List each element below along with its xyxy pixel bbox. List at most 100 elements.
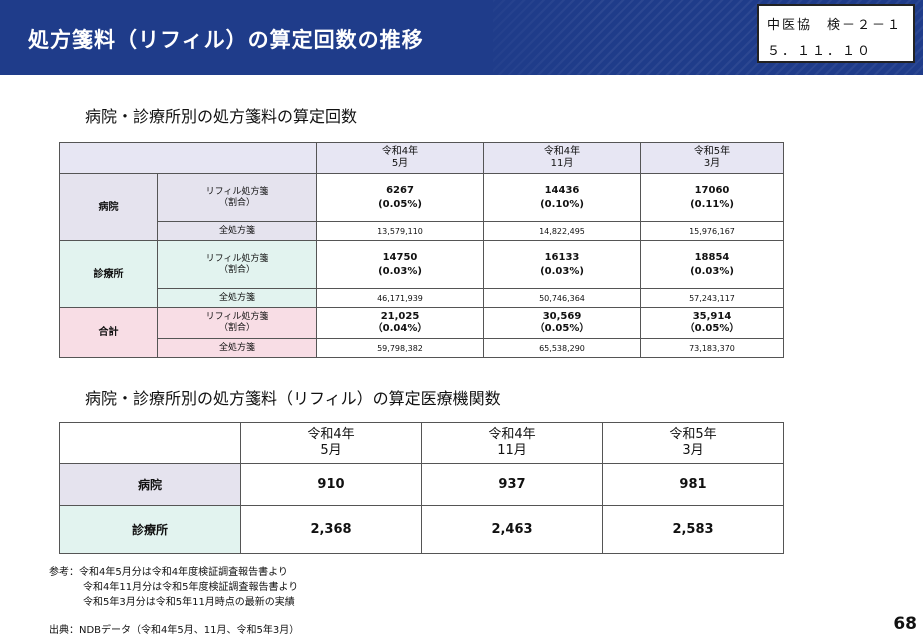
- refill-count: 18854: [694, 251, 730, 263]
- period-header: 令和5年 3月: [640, 142, 784, 174]
- total-value: 59,798,382: [316, 338, 484, 358]
- period-header: 令和4年 11月: [421, 422, 603, 464]
- period-year: 令和4年: [488, 427, 536, 442]
- refill-value: 14436 (0.10%): [483, 173, 641, 222]
- document-id-box: 中医協 検－２－１ ５．１１．１０: [757, 4, 915, 63]
- refill-count: 16133: [544, 251, 580, 263]
- total-value: 57,243,117: [640, 288, 784, 308]
- table-row: 合計 リフィル処方箋 （割合） 21,025 （0.04%） 30,569 （0.05…: [59, 307, 784, 358]
- refill-ratio: （0.04%）: [372, 323, 428, 334]
- period-month: 11月: [497, 443, 527, 458]
- period-month: 3月: [703, 158, 721, 169]
- table-header-row: 令和4年 5月 令和4年 11月 令和5年 3月: [59, 142, 784, 174]
- institution-count-table: 令和4年 5月 令和4年 11月 令和5年 3月 病院 910 937 981 診療所…: [59, 422, 784, 554]
- period-year: 令和4年: [307, 427, 355, 442]
- total-value: 46,171,939: [316, 288, 484, 308]
- period-header: 令和4年 5月: [240, 422, 422, 464]
- table-row: 全処方箋 59,798,382 65,538,290 73,183,370: [60, 338, 784, 358]
- refill-ratio: (0.05%): [378, 198, 422, 210]
- note-row: 令和4年11月分は令和5年度検証調査報告書より: [49, 580, 298, 595]
- period-month: 5月: [391, 158, 409, 169]
- institution-count: 2,463: [421, 505, 603, 554]
- note-line: 令和5年3月分は令和5年11月時点の最新の実績: [83, 597, 295, 608]
- refill-ratio: （0.05%）: [684, 323, 740, 334]
- period-month: 11月: [550, 158, 574, 169]
- note-line: 令和4年5月分は令和4年度検証調査報告書より: [79, 567, 288, 578]
- refill-value: 17060 (0.11%): [640, 173, 784, 222]
- refill-ratio: (0.10%): [540, 198, 584, 210]
- period-header: 令和4年 5月: [316, 142, 484, 174]
- group-label-total: 合計: [59, 307, 158, 358]
- refill-value: 18854 (0.03%): [640, 240, 784, 289]
- refill-value: 35,914 （0.05%）: [640, 307, 784, 339]
- table-row: 病院 リフィル処方箋 （割合） 6267 (0.05%) 14436 (0.10%) …: [59, 173, 784, 241]
- period-header: 令和4年 11月: [483, 142, 641, 174]
- period-header: 令和5年 3月: [602, 422, 784, 464]
- table-corner-cell: [59, 142, 317, 174]
- institution-count: 2,368: [240, 505, 422, 554]
- table-row: 病院 910 937 981: [59, 463, 784, 506]
- period-year: 令和5年: [669, 427, 717, 442]
- period-month: 5月: [320, 443, 342, 458]
- institution-count: 2,583: [602, 505, 784, 554]
- total-value: 14,822,495: [483, 221, 641, 241]
- ratio-label-text: （割合）: [218, 323, 255, 333]
- refill-count: 35,914: [692, 311, 732, 322]
- refill-value: 14750 (0.03%): [316, 240, 484, 289]
- slide-title: 処方箋料（リフィル）の算定回数の推移: [28, 28, 424, 52]
- group-label-clinic: 診療所: [59, 240, 158, 308]
- note-prefix: 参考：: [49, 567, 79, 578]
- refill-label-text: リフィル処方箋: [205, 253, 269, 264]
- refill-count: 17060: [694, 184, 730, 196]
- refill-ratio: (0.03%): [690, 265, 734, 277]
- refill-ratio: (0.11%): [690, 198, 734, 210]
- header-fade: [0, 0, 600, 75]
- refill-count: 6267: [386, 184, 414, 196]
- section1-title: 病院・診療所別の処方箋料の算定回数: [85, 107, 358, 126]
- total-label: 全処方箋: [157, 288, 317, 308]
- total-value: 65,538,290: [483, 338, 641, 358]
- table-row: 診療所 リフィル処方箋 （割合） 14750 (0.03%) 16133 (0.03%…: [59, 240, 784, 308]
- refill-value: 6267 (0.05%): [316, 173, 484, 222]
- table-header-row: 令和4年 5月 令和4年 11月 令和5年 3月: [59, 422, 784, 464]
- period-year: 令和4年: [381, 146, 419, 157]
- refill-label: リフィル処方箋 （割合）: [157, 307, 317, 339]
- group-label-hospital: 病院: [59, 173, 158, 241]
- institution-count: 981: [602, 463, 784, 506]
- document-id-line1: 中医協 検－２－１: [767, 18, 903, 33]
- table-row: 診療所 2,368 2,463 2,583: [59, 505, 784, 554]
- period-month: 3月: [682, 443, 704, 458]
- period-year: 令和5年: [693, 146, 731, 157]
- institution-count: 937: [421, 463, 603, 506]
- ratio-label-text: （割合）: [218, 264, 255, 275]
- refill-ratio: （0.05%）: [534, 323, 590, 334]
- refill-label-text: リフィル処方箋: [205, 312, 269, 322]
- table-row: 全処方箋 13,579,110 14,822,495 15,976,167: [60, 221, 784, 241]
- institution-count: 910: [240, 463, 422, 506]
- ratio-label-text: （割合）: [218, 197, 255, 208]
- total-value: 13,579,110: [316, 221, 484, 241]
- refill-label-text: リフィル処方箋: [205, 186, 269, 197]
- period-year: 令和4年: [543, 146, 581, 157]
- row-label-hospital: 病院: [59, 463, 241, 506]
- refill-count: 30,569: [542, 311, 582, 322]
- note-row: 令和5年3月分は令和5年11月時点の最新の実績: [49, 595, 298, 610]
- prescription-count-table: 令和4年 5月 令和4年 11月 令和5年 3月 病院 リフィル処方箋 （割合） 626…: [59, 142, 784, 358]
- total-value: 15,976,167: [640, 221, 784, 241]
- note-line: 令和4年11月分は令和5年度検証調査報告書より: [83, 582, 299, 593]
- note-row: 参考：令和4年5月分は令和4年度検証調査報告書より: [49, 565, 298, 580]
- page-number: 68: [893, 614, 917, 634]
- refill-count: 21,025: [380, 311, 420, 322]
- refill-count: 14436: [544, 184, 580, 196]
- refill-ratio: (0.03%): [540, 265, 584, 277]
- refill-value: 21,025 （0.04%）: [316, 307, 484, 339]
- total-value: 50,746,364: [483, 288, 641, 308]
- source-note: 出典：NDBデータ（令和4年5月、11月、令和5年3月）: [49, 625, 300, 636]
- refill-count: 14750: [382, 251, 418, 263]
- table-corner-cell: [59, 422, 241, 464]
- total-label: 全処方箋: [157, 338, 317, 358]
- refill-value: 16133 (0.03%): [483, 240, 641, 289]
- section2-title: 病院・診療所別の処方箋料（リフィル）の算定医療機関数: [85, 389, 501, 408]
- refill-ratio: (0.03%): [378, 265, 422, 277]
- refill-value: 30,569 （0.05%）: [483, 307, 641, 339]
